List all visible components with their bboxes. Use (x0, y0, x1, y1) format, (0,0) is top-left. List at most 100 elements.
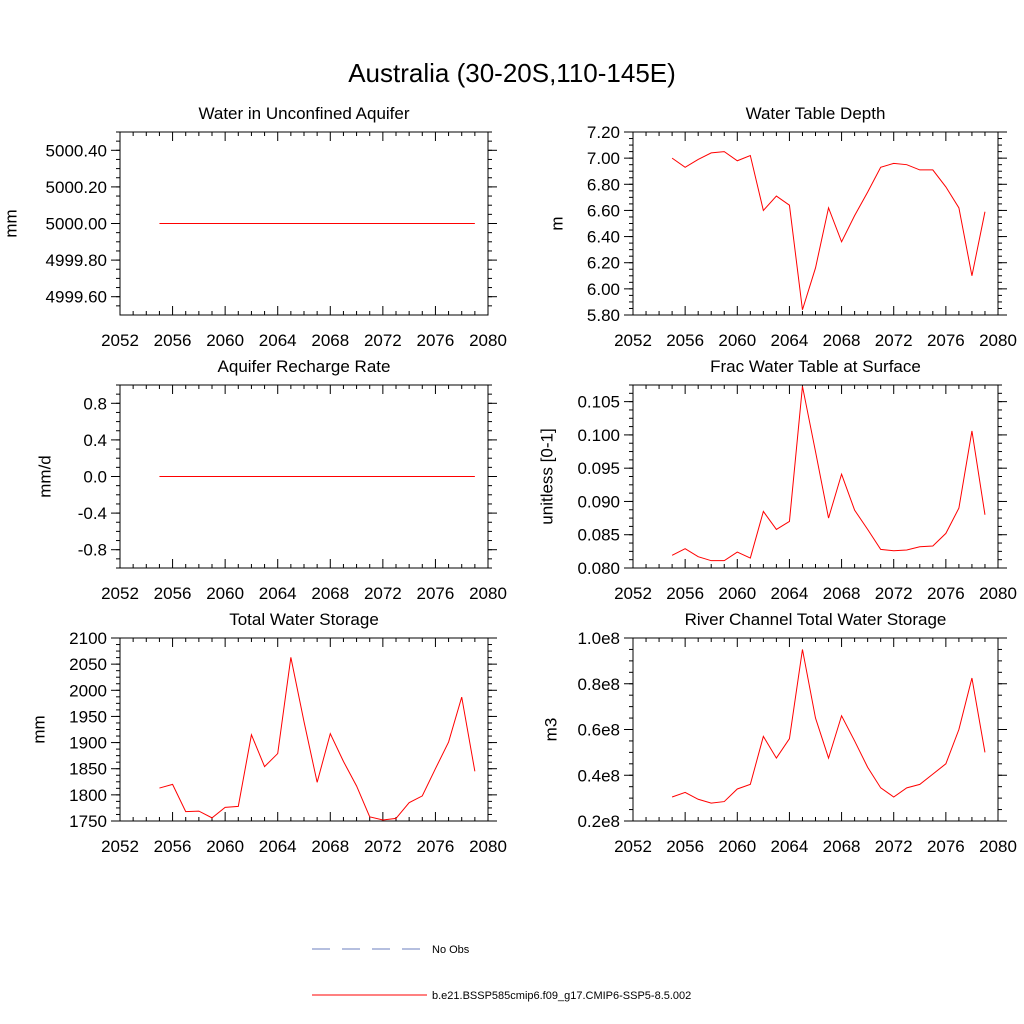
legend-model-label: b.e21.BSSP585cmip6.f09_g17.CMIP6-SSP5-8.… (432, 990, 691, 1002)
x-tick-label: 2076 (417, 584, 455, 603)
y-tick-label: 0.090 (577, 492, 620, 511)
x-tick-label: 2076 (927, 584, 965, 603)
x-tick-label: 2068 (311, 584, 349, 603)
y-tick-label: 1950 (69, 707, 107, 726)
y-tick-label: 0.085 (577, 526, 620, 545)
plot-frame (119, 637, 489, 822)
y-tick-label: 6.60 (587, 201, 620, 220)
x-tick-label: 2064 (259, 331, 297, 350)
y-axis-label: mm (29, 715, 48, 743)
x-tick-label: 2052 (614, 837, 652, 856)
series-line (159, 657, 476, 821)
y-axis-label: m (547, 216, 566, 230)
x-tick-label: 2056 (154, 584, 192, 603)
x-tick-label: 2076 (417, 837, 455, 856)
panel-title: Aquifer Recharge Rate (218, 357, 391, 376)
x-tick-label: 2064 (771, 837, 809, 856)
y-axis-label: mm (1, 209, 20, 237)
x-tick-label: 2060 (206, 331, 244, 350)
x-tick-label: 2072 (364, 584, 402, 603)
legend: No Obs b.e21.BSSP585cmip6.f09_g17.CMIP6-… (312, 944, 691, 1002)
y-tick-label: 1.0e8 (577, 629, 620, 648)
legend-obs-label: No Obs (432, 944, 470, 956)
x-tick-label: 2076 (927, 837, 965, 856)
x-tick-label: 2064 (259, 837, 297, 856)
x-tick-label: 2064 (771, 331, 809, 350)
panel-aquifer-recharge-rate: Aquifer Recharge Rate 2052 2056 2060 2064 206… (35, 357, 506, 603)
x-tick-label: 2068 (311, 837, 349, 856)
y-tick-label: 6.40 (587, 228, 620, 247)
x-tick-label: 2052 (101, 584, 139, 603)
x-tick-label: 2076 (417, 331, 455, 350)
y-tick-label: 0.0 (83, 468, 107, 487)
x-tick-label: 2056 (154, 331, 192, 350)
y-tick-label: 5000.40 (46, 141, 107, 160)
x-tick-label: 2052 (101, 331, 139, 350)
panel-river-channel-total-water-storage: River Channel Total Water Storage 2052 205… (541, 610, 1016, 856)
x-tick-label: 2052 (614, 584, 652, 603)
x-tick-label: 2068 (311, 331, 349, 350)
y-tick-label: 0.6e8 (577, 721, 620, 740)
y-tick-label: 6.00 (587, 280, 620, 299)
y-tick-label: 0.8 (83, 394, 107, 413)
panel-title: River Channel Total Water Storage (685, 610, 947, 629)
x-tick-label: 2060 (718, 837, 756, 856)
y-axis-label: mm/d (35, 455, 54, 498)
y-tick-label: 1800 (69, 786, 107, 805)
x-tick-label: 2064 (771, 584, 809, 603)
x-tick-label: 2060 (206, 584, 244, 603)
y-tick-label: 1900 (69, 734, 107, 753)
x-tick-label: 2064 (259, 584, 297, 603)
panel-frac-water-table-at-surface: Frac Water Table at Surface 2052 2056 2060 2… (537, 357, 1016, 603)
y-axis-label: m3 (541, 718, 560, 742)
x-tick-label: 2068 (823, 837, 861, 856)
y-tick-label: 2050 (69, 655, 107, 674)
x-tick-label: 2060 (206, 837, 244, 856)
panel-total-water-storage: Total Water Storage 2052 2056 2060 2064 2068 2… (29, 610, 506, 856)
x-tick-label: 2072 (364, 331, 402, 350)
y-tick-label: 2000 (69, 681, 107, 700)
y-tick-label: 4999.80 (46, 251, 107, 270)
series-line (671, 649, 986, 804)
y-tick-label: 4999.60 (46, 288, 107, 307)
x-tick-label: 2052 (101, 837, 139, 856)
y-tick-label: 0.095 (577, 459, 620, 478)
y-tick-label: 0.080 (577, 559, 620, 578)
x-tick-label: 2056 (666, 837, 704, 856)
y-tick-label: -0.8 (78, 541, 107, 560)
y-tick-label: 0.8e8 (577, 675, 620, 694)
y-tick-label: 0.2e8 (577, 812, 620, 831)
panel-title: Frac Water Table at Surface (710, 357, 921, 376)
x-tick-label: 2072 (875, 837, 913, 856)
panel-water-table-depth: Water Table Depth 2052 2056 2060 2064 2068 207… (547, 104, 1016, 350)
x-tick-label: 2060 (718, 331, 756, 350)
y-tick-label: 5000.00 (46, 215, 107, 234)
x-tick-label: 2068 (823, 584, 861, 603)
x-tick-label: 2072 (364, 837, 402, 856)
figure-title: Australia (30-20S,110-145E) (348, 58, 676, 88)
x-tick-label: 2072 (875, 584, 913, 603)
y-tick-label: 2100 (69, 629, 107, 648)
series-line (671, 151, 986, 310)
y-tick-label: 7.00 (587, 149, 620, 168)
panel-title: Water in Unconfined Aquifer (198, 104, 409, 123)
series-line (671, 386, 986, 562)
y-tick-label: 0.105 (577, 393, 620, 412)
x-tick-label: 2080 (469, 837, 507, 856)
x-tick-label: 2080 (979, 584, 1017, 603)
y-tick-label: 6.80 (587, 175, 620, 194)
y-tick-label: 0.4 (83, 431, 107, 450)
x-tick-label: 2068 (823, 331, 861, 350)
plot-frame (632, 384, 999, 569)
y-tick-label: -0.4 (78, 504, 107, 523)
x-tick-label: 2052 (614, 331, 652, 350)
panel-water-in-unconfined-aquifer: Water in Unconfined Aquifer 2052 2056 2060 2… (1, 104, 506, 350)
y-tick-label: 7.20 (587, 123, 620, 142)
y-tick-label: 0.100 (577, 426, 620, 445)
x-tick-label: 2056 (154, 837, 192, 856)
x-tick-label: 2056 (666, 331, 704, 350)
x-tick-label: 2060 (718, 584, 756, 603)
y-tick-label: 0.4e8 (577, 766, 620, 785)
x-tick-label: 2080 (979, 331, 1017, 350)
